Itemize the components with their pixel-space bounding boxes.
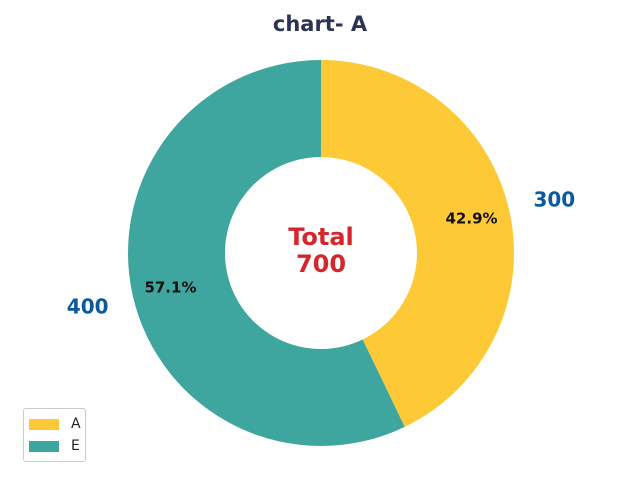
percent-label-e: 57.1% [144,278,196,296]
percent-label-a: 42.9% [446,210,498,228]
center-total-value: 700 [296,250,346,278]
legend-swatch-a [29,418,59,430]
value-label-e: 400 [67,294,109,318]
chart-title: chart- A [272,12,368,36]
legend-label-e: E [71,438,80,454]
legend-swatch-e [29,440,59,452]
legend-item-a: A [24,413,85,435]
slice-a [321,60,514,427]
legend-item-e: E [24,435,85,457]
value-label-a: 300 [533,188,575,212]
legend: A E [23,408,86,462]
legend-label-a: A [71,416,81,432]
slice-e [128,60,405,446]
center-total-label: Total [288,223,354,251]
